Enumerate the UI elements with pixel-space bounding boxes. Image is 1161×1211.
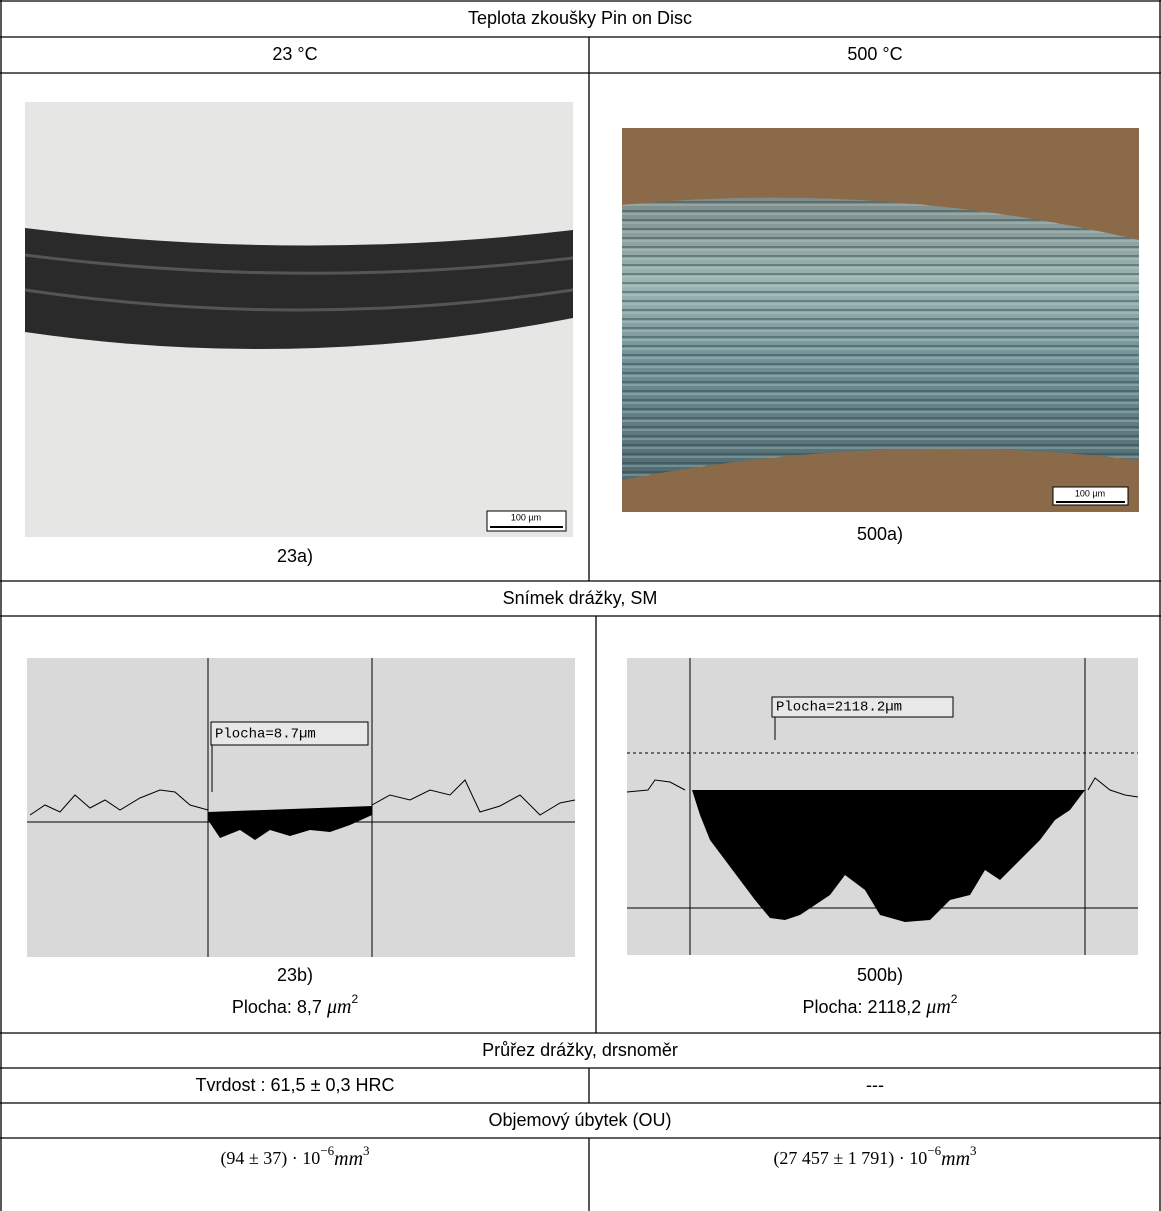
volume-unit-exponent: 3 xyxy=(970,1143,977,1158)
area-unit: μm xyxy=(925,996,950,1018)
section-title: Snímek drážky, SM xyxy=(503,588,658,608)
scale-bar: 100 µm xyxy=(1075,488,1105,498)
profile-23: Plocha=8.7µm xyxy=(27,658,575,957)
area: Plocha: 2118,2 μm2 xyxy=(803,992,958,1017)
column-header: 23 °C xyxy=(272,44,317,64)
volume-exponent: −6 xyxy=(320,1143,334,1158)
area: Plocha: 8,7 μm2 xyxy=(232,992,359,1017)
annotation: Plocha=2118.2µm xyxy=(776,700,902,716)
volume-unit: mm xyxy=(334,1148,363,1170)
profile-500: Plocha=2118.2µm xyxy=(627,658,1138,955)
annotation: Plocha=8.7µm xyxy=(215,727,316,743)
column-header: 500 °C xyxy=(847,44,902,64)
hardness: --- xyxy=(866,1075,884,1095)
title: Teplota zkoušky Pin on Disc xyxy=(468,8,692,28)
document: Teplota zkoušky Pin on Disc 23 °C 500 °C… xyxy=(0,0,1161,1211)
volume-loss: (94 ± 37) · 10−6mm3 xyxy=(220,1143,369,1170)
area-exponent: 2 xyxy=(351,992,358,1006)
hardness: Tvrdost : 61,5 ± 0,3 HRC xyxy=(196,1075,395,1095)
area-label: Plocha: 8,7 xyxy=(232,997,322,1017)
micrograph-500: 100 µm xyxy=(622,128,1139,512)
micrograph-23: 100 µm xyxy=(25,102,573,537)
area-label: Plocha: 2118,2 xyxy=(803,997,922,1017)
section-title: Průřez drážky, drsnoměr xyxy=(482,1040,678,1060)
volume-exponent: −6 xyxy=(927,1143,941,1158)
volume-unit: mm xyxy=(941,1148,970,1170)
volume-base: (94 ± 37) · 10 xyxy=(220,1148,320,1169)
volume-loss: (27 457 ± 1 791) · 10−6mm3 xyxy=(773,1143,976,1170)
caption: 23b) xyxy=(277,965,313,985)
caption: 500b) xyxy=(857,965,903,985)
caption: 500a) xyxy=(857,524,903,544)
section-title: Objemový úbytek (OU) xyxy=(488,1110,671,1130)
volume-unit-exponent: 3 xyxy=(363,1143,370,1158)
caption: 23a) xyxy=(277,546,313,566)
area-unit: μm xyxy=(326,996,351,1018)
scale-bar: 100 µm xyxy=(511,512,541,522)
area-exponent: 2 xyxy=(951,992,958,1006)
volume-base: (27 457 ± 1 791) · 10 xyxy=(773,1148,927,1169)
